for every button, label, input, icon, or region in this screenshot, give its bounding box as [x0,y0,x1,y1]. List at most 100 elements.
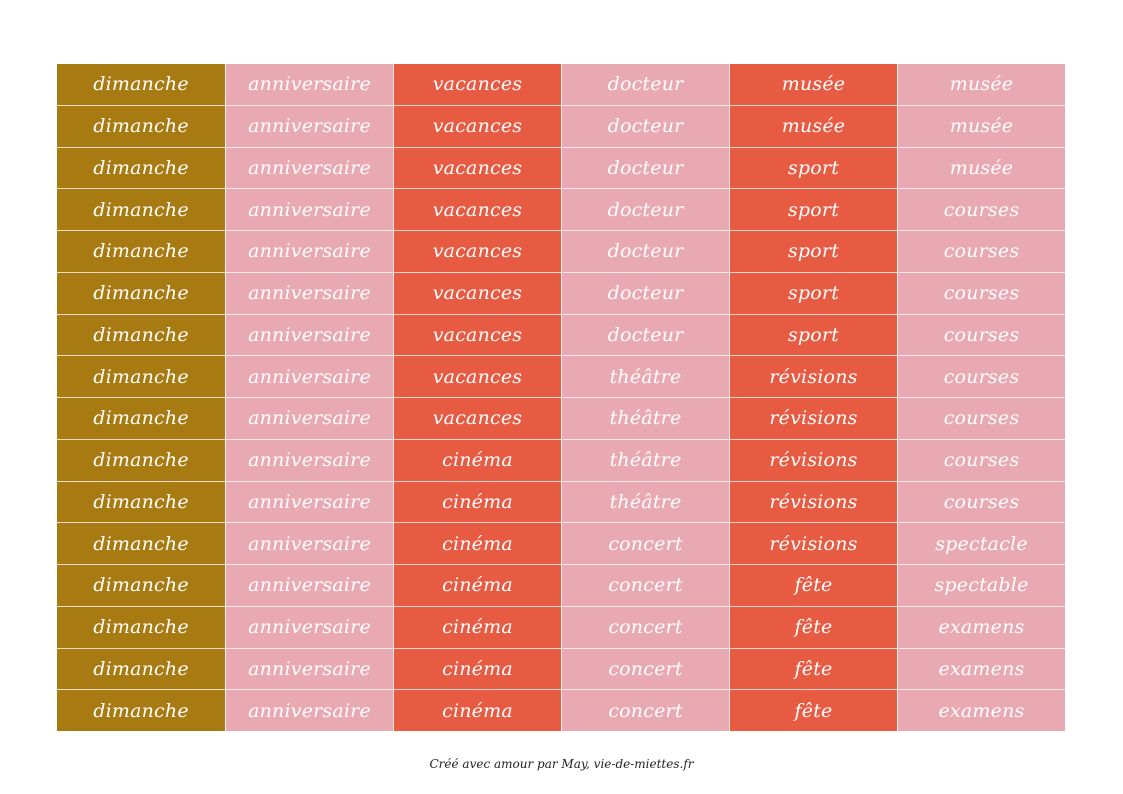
footer-credit: Créé avec amour par May, vie-de-miettes.… [429,757,694,771]
label-cell: dimanche [57,189,225,231]
label-cell: dimanche [57,314,225,357]
label-cell: cinéma [394,439,561,482]
label-cell: concert [562,606,729,649]
label-cell: courses [898,314,1065,357]
label-column-4: docteur docteur docteur docteur docteur docte… [561,64,729,731]
label-cell: docteur [562,64,729,106]
label-cell: fête [730,690,897,731]
label-cell: courses [898,481,1065,524]
label-cell: anniversaire [226,147,393,190]
label-column-2: anniversaire anniversaire anniversaire anni… [225,64,393,731]
label-cell: musée [730,105,897,148]
label-cell: anniversaire [226,648,393,691]
label-cell: anniversaire [226,105,393,148]
label-cell: courses [898,439,1065,482]
label-cell: docteur [562,147,729,190]
label-cell: dimanche [57,356,225,398]
label-cell: révisions [730,523,897,565]
label-cell: courses [898,231,1065,273]
label-cell: révisions [730,356,897,398]
label-cell: fête [730,648,897,691]
label-cell: courses [898,356,1065,398]
label-cell: concert [562,690,729,731]
label-cell: vacances [394,231,561,273]
label-cell: sport [730,147,897,190]
label-cell: théâtre [562,439,729,482]
label-cell: vacances [394,105,561,148]
label-cell: anniversaire [226,64,393,106]
label-cell: révisions [730,398,897,440]
label-cell: anniversaire [226,481,393,524]
label-cell: anniversaire [226,523,393,565]
label-cell: révisions [730,439,897,482]
label-column-5: musée musée sport sport sport sport sport révis… [729,64,897,731]
label-cell: vacances [394,356,561,398]
label-cell: cinéma [394,648,561,691]
label-sheet: dimanche dimanche dimanche dimanche dimanche… [57,64,1065,731]
label-column-6: musée musée musée courses courses courses cour… [897,64,1065,731]
label-cell: musée [730,64,897,106]
label-cell: cinéma [394,523,561,565]
label-cell: dimanche [57,272,225,315]
label-cell: sport [730,272,897,315]
label-cell: vacances [394,272,561,315]
label-cell: sport [730,314,897,357]
label-cell: docteur [562,272,729,315]
label-cell: dimanche [57,398,225,440]
label-cell: sport [730,189,897,231]
label-cell: anniversaire [226,398,393,440]
label-cell: examens [898,648,1065,691]
label-cell: spectable [898,565,1065,607]
label-cell: théâtre [562,481,729,524]
label-cell: courses [898,272,1065,315]
label-column-3: vacances vacances vacances vacances vacances… [393,64,561,731]
label-cell: dimanche [57,64,225,106]
label-cell: cinéma [394,565,561,607]
label-cell: révisions [730,481,897,524]
label-cell: dimanche [57,105,225,148]
label-cell: concert [562,648,729,691]
label-cell: musée [898,64,1065,106]
label-cell: anniversaire [226,439,393,482]
label-cell: vacances [394,147,561,190]
label-cell: dimanche [57,439,225,482]
label-cell: anniversaire [226,231,393,273]
label-cell: fête [730,606,897,649]
label-cell: anniversaire [226,690,393,731]
label-cell: anniversaire [226,189,393,231]
label-cell: musée [898,147,1065,190]
label-cell: dimanche [57,147,225,190]
label-cell: concert [562,523,729,565]
label-cell: cinéma [394,481,561,524]
label-cell: anniversaire [226,356,393,398]
label-cell: cinéma [394,606,561,649]
label-cell: docteur [562,105,729,148]
label-cell: dimanche [57,648,225,691]
label-cell: cinéma [394,690,561,731]
label-cell: fête [730,565,897,607]
label-cell: concert [562,565,729,607]
label-cell: vacances [394,314,561,357]
label-cell: docteur [562,314,729,357]
label-cell: dimanche [57,565,225,607]
label-cell: dimanche [57,606,225,649]
label-cell: sport [730,231,897,273]
label-cell: dimanche [57,481,225,524]
label-cell: examens [898,606,1065,649]
label-cell: dimanche [57,690,225,731]
label-cell: examens [898,690,1065,731]
label-column-1: dimanche dimanche dimanche dimanche dimanche… [57,64,225,731]
label-cell: docteur [562,189,729,231]
label-cell: vacances [394,189,561,231]
label-cell: théâtre [562,398,729,440]
label-cell: dimanche [57,523,225,565]
label-cell: musée [898,105,1065,148]
label-cell: courses [898,189,1065,231]
label-cell: anniversaire [226,272,393,315]
label-cell: théâtre [562,356,729,398]
label-cell: anniversaire [226,606,393,649]
label-cell: vacances [394,398,561,440]
label-cell: spectacle [898,523,1065,565]
label-cell: anniversaire [226,314,393,357]
label-cell: courses [898,398,1065,440]
